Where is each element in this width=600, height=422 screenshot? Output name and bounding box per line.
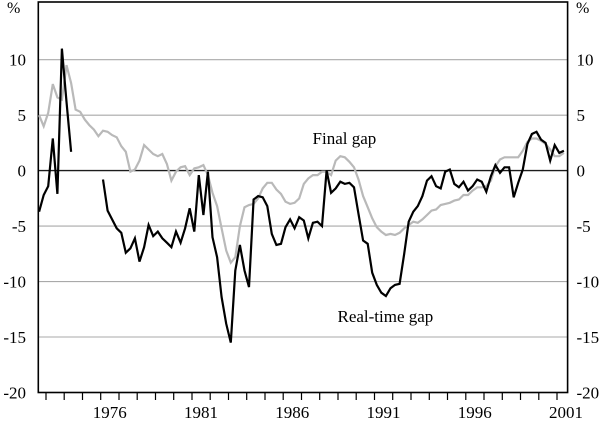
y-axis-label-left--10: -10 [3,273,26,292]
y-axis-label-left-5: 5 [18,106,27,125]
real-time-gap-line-1 [101,130,565,343]
y-axis-label-left--5: -5 [12,217,26,236]
y-axis-label-right--20: -20 [577,384,600,403]
y-axis-label-left--20: -20 [3,384,26,403]
x-axis-label-1991: 1991 [367,403,401,422]
y-axis-label-left-0: 0 [18,162,27,181]
x-axis-label-2001: 2001 [549,403,583,422]
y-axis-label-right--5: -5 [577,217,591,236]
y-axis-label-right--10: -10 [577,273,600,292]
y-axis-label-left-10: 10 [9,51,26,70]
y-axis-label-right-0: 0 [577,162,586,181]
x-axis-label-1981: 1981 [184,403,218,422]
x-axis-label-1996: 1996 [458,403,492,422]
final-gap-line-0 [38,64,565,265]
y-axis-unit-left: % [7,0,21,17]
y-axis-label-right--15: -15 [577,328,600,347]
y-axis-unit-right: % [576,0,590,17]
plot-frame [37,1,569,394]
real-time-gap-label: Real-time gap [337,307,434,327]
x-axis-label-1986: 1986 [275,403,309,422]
y-axis-label-right-10: 10 [577,51,594,70]
real-time-gap-line-0 [38,48,73,212]
x-axis-label-1976: 1976 [93,403,127,422]
y-axis-label-left--15: -15 [3,328,26,347]
final-gap-label: Final gap [312,128,377,148]
y-axis-label-right-5: 5 [577,106,586,125]
